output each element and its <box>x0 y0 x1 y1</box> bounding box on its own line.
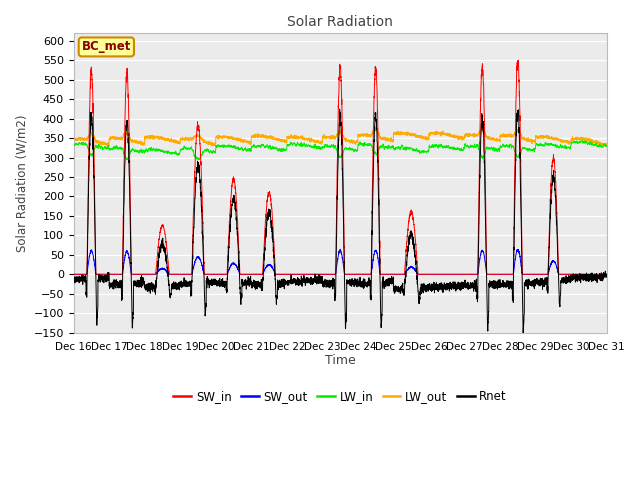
Y-axis label: Solar Radiation (W/m2): Solar Radiation (W/m2) <box>15 114 28 252</box>
Legend: SW_in, SW_out, LW_in, LW_out, Rnet: SW_in, SW_out, LW_in, LW_out, Rnet <box>169 385 511 408</box>
X-axis label: Time: Time <box>324 354 356 367</box>
Text: BC_met: BC_met <box>82 40 131 53</box>
Title: Solar Radiation: Solar Radiation <box>287 15 393 29</box>
